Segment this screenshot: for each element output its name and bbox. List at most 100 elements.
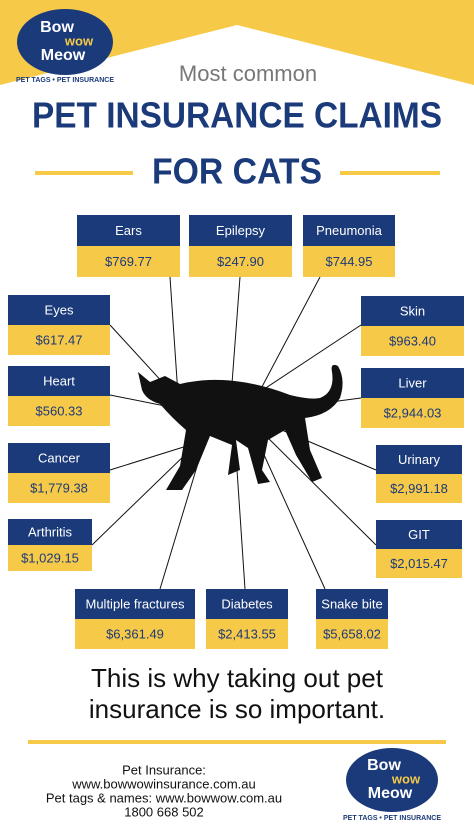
kicker: Most common bbox=[179, 61, 317, 86]
claim-label-bg bbox=[8, 295, 110, 325]
claim-label: GIT bbox=[408, 527, 430, 542]
logo-oval bbox=[17, 9, 113, 75]
logo-text: Meow bbox=[41, 47, 86, 64]
claim-label-bg bbox=[8, 443, 110, 473]
claim-label-bg bbox=[8, 519, 92, 545]
roof-band bbox=[0, 0, 474, 85]
claim-label: Ears bbox=[115, 223, 142, 238]
claim-box: Pneumonia $744.95 bbox=[303, 215, 395, 277]
claim-label-bg bbox=[8, 366, 110, 396]
claim-amount: $1,779.38 bbox=[30, 480, 88, 495]
claim-amount-bg bbox=[8, 325, 110, 355]
claim-amount: $5,658.02 bbox=[323, 626, 381, 641]
claim-label: Urinary bbox=[398, 452, 440, 467]
logo-text: Bow bbox=[40, 19, 74, 36]
title: FOR CATS bbox=[152, 151, 322, 192]
claim-label-bg bbox=[361, 296, 464, 326]
logo: Bow wow Meow PET TAGS • PET INSURANCE bbox=[16, 9, 114, 84]
claim-box: Ears $769.77 bbox=[77, 215, 180, 277]
claim-label: Arthritis bbox=[28, 524, 73, 539]
claim-box: Liver $2,944.03 bbox=[361, 368, 464, 428]
connector bbox=[169, 276, 179, 396]
logo-text: wow bbox=[64, 33, 94, 48]
footer-line: www.bowwowinsurance.com.au bbox=[71, 776, 256, 791]
claim-amount-bg bbox=[77, 246, 180, 277]
claim-amount-bg bbox=[8, 473, 110, 503]
message: This is why taking out pet bbox=[91, 663, 384, 693]
claim-label-bg bbox=[75, 589, 195, 619]
claim-label: Multiple fractures bbox=[86, 596, 185, 611]
claim-box: Cancer $1,779.38 bbox=[8, 443, 110, 503]
claim-box: Heart $560.33 bbox=[8, 366, 110, 426]
logo-text: wow bbox=[391, 771, 421, 786]
claim-box: GIT $2,015.47 bbox=[376, 520, 462, 578]
connector bbox=[259, 429, 377, 546]
claim-amount: $744.95 bbox=[326, 254, 373, 269]
logo: Bow wow Meow PET TAGS • PET INSURANCE bbox=[343, 748, 441, 822]
logo-tagline: PET TAGS • PET INSURANCE bbox=[16, 77, 114, 84]
claim-amount: $2,991.18 bbox=[390, 481, 448, 496]
logo-oval bbox=[346, 748, 438, 812]
claim-label-bg bbox=[376, 520, 462, 549]
claim-label-bg bbox=[206, 589, 288, 619]
claim-box: Eyes $617.47 bbox=[8, 295, 110, 355]
connector bbox=[109, 324, 166, 386]
claim-box: Arthritis $1,029.15 bbox=[8, 519, 92, 571]
logo-text: Meow bbox=[368, 785, 413, 802]
title: PET INSURANCE CLAIMS bbox=[32, 95, 442, 136]
claim-amount-bg bbox=[361, 326, 464, 356]
claim-amount: $617.47 bbox=[36, 332, 83, 347]
claim-boxes: Ears $769.77 Epilepsy $247.90 Pneumonia $744.… bbox=[8, 215, 464, 649]
claim-label-bg bbox=[316, 589, 388, 619]
footer-line: Pet tags & names: www.bowwow.com.au bbox=[46, 790, 282, 805]
claim-label-bg bbox=[361, 368, 464, 398]
connector bbox=[254, 434, 326, 590]
connector bbox=[109, 444, 191, 471]
claim-label: Skin bbox=[400, 303, 425, 318]
claim-amount-bg bbox=[8, 396, 110, 426]
claim-label: Liver bbox=[398, 375, 427, 390]
claim-amount-bg bbox=[8, 545, 92, 571]
footer-line: 1800 668 502 bbox=[124, 804, 204, 819]
claim-label-bg bbox=[77, 215, 180, 246]
claim-label: Snake bite bbox=[321, 596, 382, 611]
cat-silhouette bbox=[138, 364, 343, 490]
claim-label: Eyes bbox=[45, 302, 74, 317]
connector-lines bbox=[91, 276, 377, 590]
claim-label-bg bbox=[376, 445, 462, 474]
claim-label: Diabetes bbox=[221, 596, 273, 611]
claim-box: Snake bite $5,658.02 bbox=[316, 589, 388, 649]
claim-label: Epilepsy bbox=[216, 223, 266, 238]
claim-label: Pneumonia bbox=[316, 223, 383, 238]
claim-amount: $247.90 bbox=[217, 254, 264, 269]
message: insurance is so important. bbox=[89, 694, 385, 724]
claim-amount: $560.33 bbox=[36, 403, 83, 418]
claim-amount-bg bbox=[206, 619, 288, 649]
claim-amount: $963.40 bbox=[389, 333, 436, 348]
claim-box: Epilepsy $247.90 bbox=[189, 215, 292, 277]
claim-box: Diabetes $2,413.55 bbox=[206, 589, 288, 649]
claim-amount-bg bbox=[316, 619, 388, 649]
claim-amount: $6,361.49 bbox=[106, 626, 164, 641]
claim-box: Urinary $2,991.18 bbox=[376, 445, 462, 503]
claim-amount-bg bbox=[75, 619, 195, 649]
claim-amount: $769.77 bbox=[105, 254, 152, 269]
claim-amount: $2,413.55 bbox=[218, 626, 276, 641]
logo-text: Bow bbox=[367, 757, 401, 774]
claim-amount-bg bbox=[189, 246, 292, 277]
claim-amount-bg bbox=[303, 246, 395, 277]
footer-line: Pet Insurance: bbox=[122, 762, 206, 777]
claim-label: Heart bbox=[43, 373, 75, 388]
claim-label: Cancer bbox=[38, 450, 81, 465]
logo-tagline: PET TAGS • PET INSURANCE bbox=[343, 815, 441, 822]
claim-box: Multiple fractures $6,361.49 bbox=[75, 589, 195, 649]
claim-amount-bg bbox=[361, 398, 464, 428]
claim-amount: $2,015.47 bbox=[390, 556, 448, 571]
claim-amount: $2,944.03 bbox=[384, 405, 442, 420]
claim-box: Skin $963.40 bbox=[361, 296, 464, 356]
connector bbox=[254, 276, 321, 401]
claim-amount-bg bbox=[376, 549, 462, 578]
claim-amount: $1,029.15 bbox=[21, 550, 79, 565]
claim-label-bg bbox=[303, 215, 395, 246]
